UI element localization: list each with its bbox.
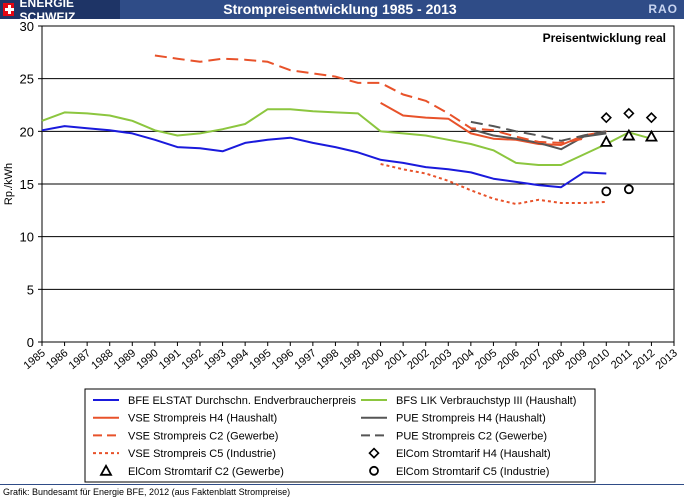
x-tick-label: 1992 [179, 347, 205, 372]
x-tick-label: 1985 [21, 347, 47, 372]
x-tick-label: 1987 [67, 347, 93, 372]
x-tick-label: 1988 [89, 347, 115, 372]
y-tick-label: 5 [27, 282, 34, 297]
x-tick-label: 1996 [270, 347, 296, 372]
source-note: Grafik: Bundesamt für Energie BFE, 2012 … [3, 487, 291, 497]
x-tick-label: 2001 [383, 347, 409, 372]
series-9-point [599, 135, 613, 147]
legend-label: BFE ELSTAT Durchschn. Endverbraucherprei… [128, 395, 357, 407]
x-tick-label: 1993 [202, 347, 228, 372]
legend-label: ElCom Stromtarif C5 (Industrie) [396, 466, 549, 478]
legend-label: VSE Strompreis C2 (Gewerbe) [128, 430, 278, 442]
x-tick-label: 2010 [586, 347, 612, 372]
series-9-point [644, 129, 658, 142]
series-6-line [470, 120, 607, 142]
y-tick-label: 15 [20, 177, 34, 192]
x-tick-label: 1989 [112, 347, 138, 372]
series-10-point [601, 186, 612, 197]
x-tick-label: 2004 [450, 347, 476, 372]
x-tick-label: 2003 [428, 347, 454, 372]
legend-label: ElCom Stromtarif C2 (Gewerbe) [128, 466, 284, 478]
x-tick-label: 2002 [405, 347, 431, 372]
legend-label: BFS LIK Verbrauchstyp III (Haushalt) [396, 395, 576, 407]
y-tick-label: 0 [27, 335, 34, 350]
x-tick-label: 2000 [360, 347, 386, 372]
series-8-point [645, 112, 658, 124]
chart: 0 5 10 15 20 25 30 1985198619871988198919901991… [3, 19, 680, 483]
x-tick-label: 2005 [473, 347, 499, 372]
brand-logo: ENERGIE SCHWEIZ [0, 0, 120, 24]
y-tick-label: 30 [20, 19, 34, 34]
series-2-line [41, 108, 652, 166]
y-tick-label: 20 [20, 124, 34, 139]
legend-label: PUE Strompreis C2 (Gewerbe) [396, 430, 547, 442]
legend-swatch [368, 447, 380, 459]
corner-label: RAO [648, 2, 678, 16]
x-tick-label: 1994 [225, 347, 251, 372]
series-9-point [622, 128, 636, 141]
x-tick-label: 1991 [157, 347, 183, 372]
chart-annotation: Preisentwicklung real [543, 31, 666, 45]
series-8-point [623, 107, 635, 120]
page-title: Strompreisentwicklung 1985 - 2013 [223, 1, 457, 17]
y-tick-label: 25 [20, 72, 34, 87]
legend-box [84, 388, 596, 483]
series-7-line [380, 163, 607, 205]
legend-label: ElCom Stromtarif H4 (Haushalt) [396, 448, 551, 460]
header-bar: ENERGIE SCHWEIZ Strompreisentwicklung 19… [0, 0, 684, 24]
series-5-line [154, 54, 584, 144]
x-tick-label: 2009 [563, 347, 589, 372]
x-tick-label: 2006 [495, 347, 521, 372]
legend-label: PUE Strompreis H4 (Haushalt) [396, 413, 546, 425]
x-tick-label: 2013 [653, 347, 679, 372]
x-tick-label: 1990 [134, 347, 160, 372]
x-tick-label: 1986 [44, 347, 70, 372]
x-tick-label: 1999 [337, 347, 363, 372]
x-tick-label: 2008 [541, 347, 567, 372]
x-tick-label: 2011 [609, 347, 635, 371]
x-tick-label: 1998 [315, 347, 341, 372]
x-tick-label: 2012 [631, 347, 657, 372]
brand-name: ENERGIE SCHWEIZ [19, 0, 76, 24]
y-tick-label: 10 [20, 230, 34, 245]
footer-divider [0, 484, 684, 485]
series-10-point [623, 184, 634, 195]
x-tick-label: 1995 [247, 347, 273, 372]
legend-swatch [369, 465, 379, 476]
legend-label: VSE Strompreis C5 (Industrie) [128, 448, 276, 460]
swiss-flag-icon [3, 3, 15, 16]
legend-label: VSE Strompreis H4 (Haushalt) [128, 413, 277, 425]
x-tick-label: 1997 [292, 347, 318, 372]
series-3-line [380, 102, 607, 146]
series-8-point [600, 112, 612, 124]
y-axis-label: Rp./kWh [3, 163, 15, 205]
legend-swatch [99, 463, 113, 476]
x-tick-label: 2007 [518, 347, 544, 372]
series-1-line [41, 125, 607, 189]
